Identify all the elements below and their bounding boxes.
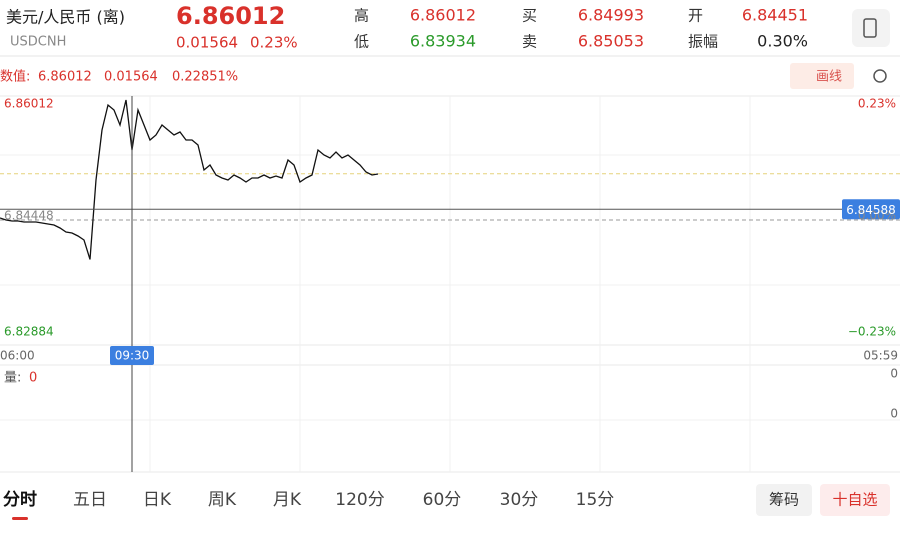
- volume-value: 0: [29, 371, 37, 386]
- stat-label: 买: [522, 7, 537, 25]
- time-tag: [110, 346, 154, 365]
- stat-value: 6.85053: [578, 32, 644, 51]
- stat-label: 卖: [522, 33, 537, 51]
- tab[interactable]: 五日: [73, 490, 107, 510]
- tab[interactable]: 15分: [576, 490, 615, 510]
- device-button[interactable]: [852, 9, 890, 47]
- watchlist-button[interactable]: [820, 484, 890, 516]
- tab[interactable]: 分时: [3, 490, 37, 510]
- last-price-label: 6.84588: [846, 203, 896, 217]
- y-tick-label: 6.82884: [4, 325, 54, 339]
- tab[interactable]: 120分: [335, 490, 384, 510]
- tab[interactable]: 月K: [273, 490, 302, 510]
- change-pct: 0.23%: [250, 34, 298, 52]
- tab[interactable]: 60分: [423, 490, 462, 510]
- chart-area: [0, 95, 900, 473]
- volume-tick: 0: [890, 367, 898, 381]
- device-icon: [863, 18, 877, 38]
- x-label: 06:00: [0, 349, 35, 363]
- info-change: 0.01564: [104, 70, 158, 85]
- title: 美元/人民币 (离): [6, 8, 125, 27]
- y-tick-label: 6.86012: [4, 97, 54, 111]
- price: 6.86012: [176, 2, 285, 30]
- tab[interactable]: 周K: [208, 490, 237, 510]
- change: 0.01564: [176, 34, 238, 52]
- tab[interactable]: 日K: [143, 490, 172, 510]
- stat-label: 开: [688, 7, 703, 25]
- info-label: 数值:: [0, 69, 30, 85]
- stat-label: 振幅: [688, 33, 718, 51]
- tab[interactable]: 30分: [500, 490, 539, 510]
- stat-label: 低: [354, 33, 369, 51]
- tab-indicator: [12, 517, 28, 520]
- button-label[interactable]: 筹码: [769, 491, 799, 509]
- stat-label: 高: [354, 7, 369, 25]
- last-price-tag: [842, 199, 900, 220]
- y-tick-label: 6.84448: [4, 209, 54, 223]
- y2-tick-label: 0.00%: [858, 209, 896, 223]
- y2-tick-label: −0.23%: [848, 325, 896, 339]
- x-label: 09:30: [115, 349, 150, 363]
- volume-label: 量:: [4, 371, 21, 386]
- y2-tick-label: 0.23%: [858, 97, 896, 111]
- button-label[interactable]: 十自选: [832, 491, 877, 509]
- stat-value: 6.83934: [410, 32, 476, 51]
- price-line: [0, 99, 379, 260]
- settings-icon[interactable]: [873, 69, 887, 83]
- symbol: USDCNH: [10, 35, 66, 50]
- info-price: 6.86012: [38, 70, 92, 85]
- stat-value: 6.86012: [410, 6, 476, 25]
- draw-button-label: 画线: [816, 70, 842, 85]
- chips-button[interactable]: [756, 484, 812, 516]
- info-pct: 0.22851%: [172, 70, 238, 85]
- volume-tick: 0: [890, 407, 898, 421]
- x-label: 05:59: [863, 349, 898, 363]
- draw-button[interactable]: [790, 63, 854, 89]
- stat-value: 6.84451: [742, 6, 808, 25]
- stat-value: 0.30%: [757, 32, 808, 51]
- stat-value: 6.84993: [578, 6, 644, 25]
